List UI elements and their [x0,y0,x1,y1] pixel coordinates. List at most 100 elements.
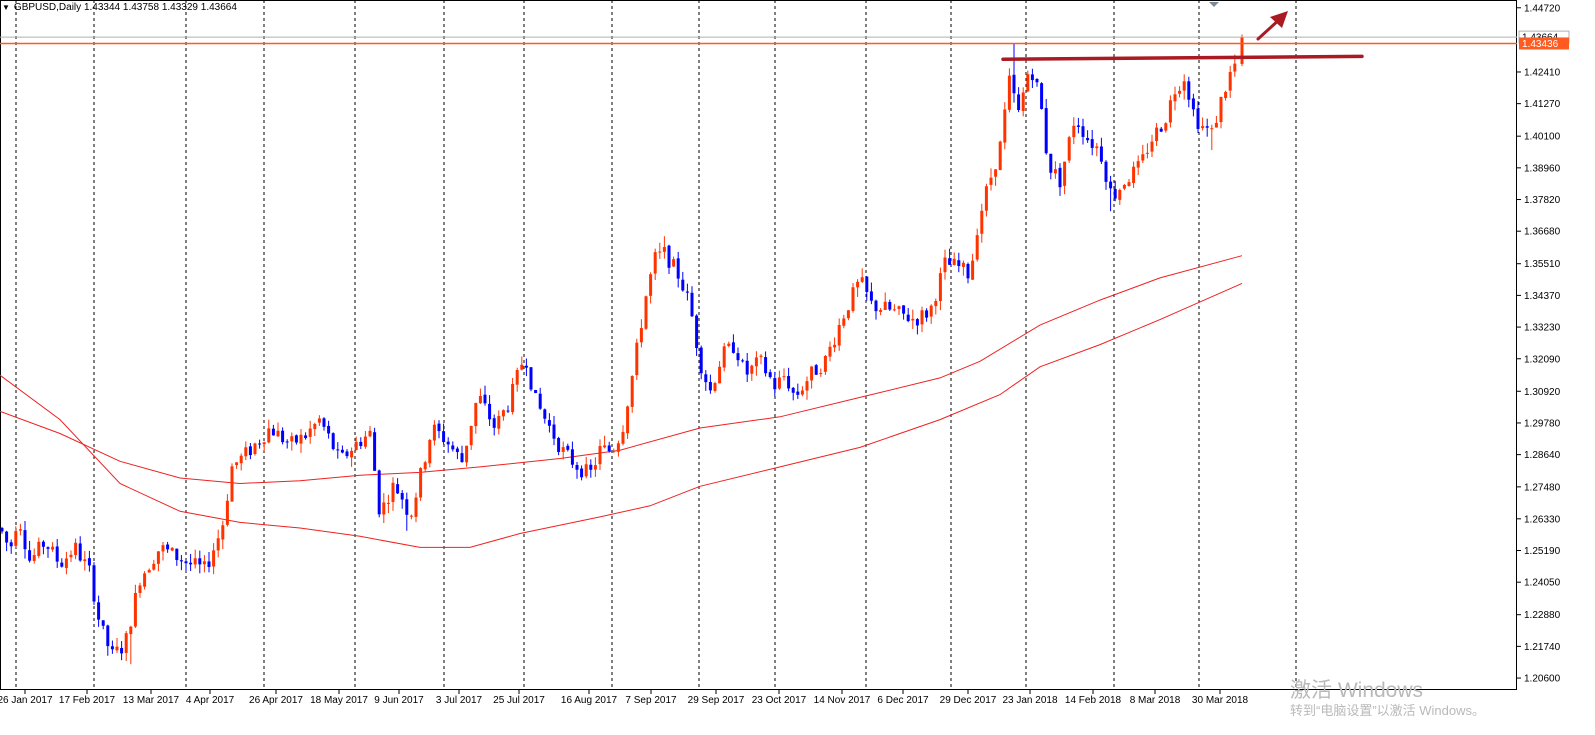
candle-body [796,391,800,395]
candle-body [386,502,390,504]
candle-body [1201,126,1205,129]
candle-body [483,394,487,404]
candle-body [1214,122,1218,128]
candle-body [336,449,340,451]
candle-body [262,442,266,445]
candle-body [55,546,59,562]
y-tick-label: 1.32090 [1524,354,1561,365]
candle-body [998,141,1002,171]
candle-body [492,418,496,428]
candle-body [768,372,772,378]
y-tick-label: 1.42410 [1524,67,1561,78]
candle-body [524,365,528,368]
chevron-down-icon[interactable]: ▼ [2,3,10,12]
candle-body [377,470,381,515]
x-tick-label: 26 Jan 2017 [0,695,53,706]
x-tick-label: 23 Jan 2018 [1002,695,1057,706]
candle-body [925,310,929,318]
watermark-subtitle: 转到“电脑设置”以激活 Windows。 [1290,703,1486,718]
candle-body [704,374,708,383]
candle-body [1007,75,1011,110]
candle-body [193,558,197,565]
candle-body [1113,188,1117,199]
candle-body [423,462,427,470]
candle-body [230,466,234,502]
candle-body [1049,153,1053,173]
candle-body [299,434,303,444]
candle-body [814,365,818,375]
candle-body [5,531,9,543]
candle-body [184,561,188,564]
candle-body [1067,137,1071,161]
candle-body [92,565,96,602]
candle-body [1076,125,1080,127]
candle-body [810,366,814,381]
candle-body [639,328,643,343]
plot-frame [0,0,1517,690]
candle-body [271,428,275,436]
candle-body [833,344,837,348]
candle-body [782,376,786,378]
candle-body [511,383,515,413]
candle-body [534,390,538,393]
candle-body [1127,182,1131,187]
candle-body [1168,100,1172,123]
candle-body [428,439,432,464]
candle-body [1063,161,1067,186]
axes: 26 Jan 2017 17 Feb 2017 13 Mar 2017 4 Apr 2… [0,3,1570,706]
candle-body [994,169,998,177]
x-tick-label: 17 Feb 2017 [59,695,116,706]
candle-body [681,279,685,291]
x-tick-label: 29 Dec 2017 [940,695,997,706]
candle-body [442,431,446,443]
candle-body [83,559,87,562]
x-tick-label: 8 Mar 2018 [1130,695,1181,706]
candle-body [253,443,257,455]
candle-body [455,448,459,453]
candle-body [409,515,413,517]
x-tick-label: 7 Sep 2017 [625,695,677,706]
candle-body [580,468,584,478]
candle-body [290,436,294,442]
candle-body [304,435,308,439]
candle-body [474,402,478,427]
candle-body [74,542,78,555]
x-tick-label: 13 Mar 2017 [123,695,180,706]
candle-body [432,424,436,441]
candle-body [1173,94,1177,102]
x-tick-label: 26 Apr 2017 [249,695,303,706]
y-tick-label: 1.28640 [1524,450,1561,461]
price-level-label: 1.43436 [1522,39,1559,50]
candle-body [805,381,809,391]
candle-body [676,258,680,279]
candle-body [856,281,860,288]
candle-body [469,425,473,446]
candle-body [851,287,855,311]
candle-body [745,360,749,375]
y-tick-label: 1.34370 [1524,291,1561,302]
y-tick-label: 1.36680 [1524,227,1561,238]
candle-body [1099,146,1103,162]
candle-body [202,561,206,565]
candle-body [828,346,832,357]
candle-body [685,291,689,293]
candle-body [1017,94,1021,111]
candle-body [777,377,781,389]
candle-body [1210,128,1214,130]
candle-body [0,528,4,532]
resistance-line [1001,54,1364,61]
candle-body [547,420,551,426]
candle-body [359,441,363,447]
candle-body [258,443,262,445]
candle-body [60,562,64,567]
candle-body [1182,81,1186,91]
candle-body [773,378,777,390]
candle-body [879,310,883,312]
candle-body [106,625,110,647]
candle-body [446,441,450,445]
x-tick-label: 6 Dec 2017 [877,695,929,706]
candle-body [787,375,791,389]
candle-body [892,309,896,311]
